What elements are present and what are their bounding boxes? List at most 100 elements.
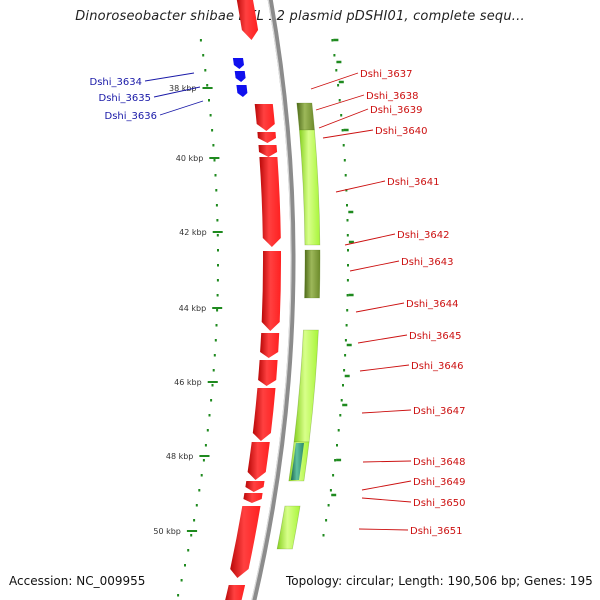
scale-dot-inner: [215, 324, 218, 327]
scale-dot-inner: [184, 564, 186, 567]
scale-dot-outer: [327, 504, 330, 507]
scale-dot-outer: [343, 369, 346, 372]
gene-blue-1: [232, 58, 244, 69]
scale-dot-outer: [333, 54, 336, 57]
scale-dot-outer: [347, 264, 349, 267]
kbp-label: 38 kbp: [169, 84, 197, 93]
right-gene-label: Dshi_3650: [413, 498, 465, 509]
gene-green-2: [299, 129, 321, 246]
right-gene-label: Dshi_3637: [360, 69, 412, 80]
scale-dot-outer: [334, 459, 337, 462]
gene-green-1: [296, 102, 315, 131]
backbone-highlight: [251, 0, 292, 600]
scale-dot-inner: [210, 399, 213, 402]
scale-dot-inner: [208, 414, 211, 417]
right-leader-line: [318, 108, 369, 129]
scale-dot-inner: [216, 309, 219, 312]
map-title: Dinoroseobacter shibae DFL 12 plasmid pD…: [75, 9, 525, 24]
left-gene-label: Dshi_3634: [90, 77, 142, 88]
scale-dot-outer: [322, 534, 325, 537]
right-leader-line: [335, 180, 386, 193]
scale-dot-inner: [202, 54, 205, 57]
right-leader-line: [322, 129, 374, 139]
right-gene-label: Dshi_3640: [375, 126, 427, 137]
gene-red-2: [257, 132, 276, 143]
scale-dot-outer: [344, 339, 347, 342]
scale-dot-outer: [346, 204, 348, 207]
scale-dot-inner: [190, 534, 193, 537]
gene-green-6: [276, 505, 301, 550]
scale-dot-outer: [337, 429, 340, 432]
scale-dot-outer: [346, 279, 349, 282]
scale-dot-outer: [346, 234, 349, 237]
scale-dot-inner: [216, 279, 219, 282]
scale-dot-inner: [217, 249, 219, 252]
scale-dot-outer: [347, 249, 349, 252]
right-leader-line: [349, 260, 400, 272]
scale-dot-inner: [212, 369, 215, 372]
kbp-label: 44 kbp: [179, 304, 207, 313]
gene-red-bottom: [225, 585, 246, 600]
scale-dot-inner: [209, 114, 212, 117]
right-gene-label: Dshi_3642: [397, 230, 449, 241]
kbp-label: 40 kbp: [176, 154, 204, 163]
left-leader-line: [159, 100, 204, 116]
right-leader-line: [315, 94, 365, 111]
left-gene-label: Dshi_3636: [105, 111, 157, 122]
scale-dot-inner: [214, 339, 217, 342]
right-gene-label: Dshi_3643: [401, 257, 453, 268]
right-gene-label: Dshi_3641: [387, 177, 439, 188]
gene-red-4: [259, 157, 281, 247]
scale-dot-inner: [208, 99, 210, 102]
scale-dot-inner: [177, 594, 180, 597]
gene-green-3: [304, 249, 321, 299]
right-leader-line: [357, 334, 408, 344]
kbp-label: 42 kbp: [179, 228, 207, 237]
kbp-label: 50 kbp: [153, 527, 181, 536]
backbone-arc: [251, 0, 296, 600]
scale-dot-outer: [332, 474, 335, 477]
scale-dot-inner: [204, 444, 207, 447]
scale-dot-outer: [346, 219, 349, 222]
scale-dot-outer: [337, 84, 340, 87]
scale-dot-outer: [336, 444, 338, 447]
scale-dot-outer: [345, 189, 348, 192]
scale-dot-outer: [339, 414, 342, 417]
scale-dot-inner: [216, 219, 219, 222]
gene-red-6: [260, 333, 280, 358]
scale-dot-inner: [180, 579, 183, 582]
kbp-label: 46 kbp: [174, 378, 202, 387]
scale-dot-outer: [342, 144, 345, 147]
scale-dot-outer: [341, 129, 344, 132]
right-leader-line: [361, 409, 412, 414]
scale-dot-inner: [211, 129, 214, 132]
right-gene-label: Dshi_3649: [413, 477, 465, 488]
left-gene-label: Dshi_3635: [99, 93, 151, 104]
right-leader-line: [361, 497, 412, 503]
gene-red-top: [236, 0, 259, 40]
scale-dot-outer: [345, 324, 348, 327]
scale-dot-inner: [195, 504, 198, 507]
scale-dot-inner: [211, 384, 214, 387]
scale-dot-inner: [213, 159, 216, 162]
gene-red-5: [261, 251, 282, 331]
right-leader-line: [362, 460, 412, 463]
scale-dot-inner: [217, 264, 219, 267]
right-gene-label: Dshi_3644: [406, 299, 458, 310]
right-gene-label: Dshi_3647: [413, 406, 465, 417]
scale-dot-outer: [338, 99, 341, 102]
scale-dot-outer: [346, 294, 349, 297]
right-leader-line: [310, 72, 359, 90]
scale-dot-inner: [200, 474, 203, 477]
scale-dot-outer: [344, 174, 347, 177]
gene-red-1: [254, 104, 275, 131]
gene-red-8: [252, 388, 276, 441]
right-gene-label: Dshi_3648: [413, 457, 465, 468]
scale-dot-inner: [216, 294, 219, 297]
gene-red-7: [258, 360, 278, 386]
right-gene-label: Dshi_3645: [409, 331, 461, 342]
scale-dot-inner: [206, 84, 209, 87]
scale-dot-inner: [202, 459, 205, 462]
gene-red-9: [247, 442, 270, 480]
